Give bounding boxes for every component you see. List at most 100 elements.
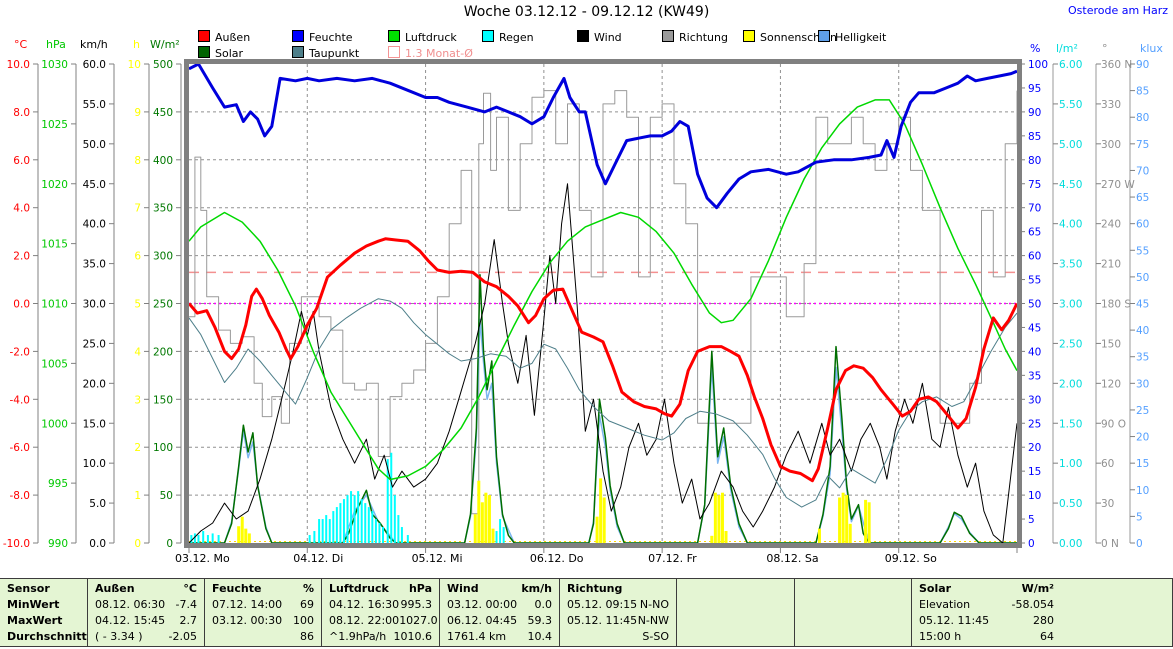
legend-swatch	[388, 46, 400, 58]
axis-label-pressure: 995	[48, 478, 68, 490]
axis-label-solar-radiation: 300	[153, 251, 173, 263]
table-row-label: Sensor	[7, 581, 50, 595]
series-taupunkt	[188, 298, 1018, 508]
table-cell: Elevation -58.054	[919, 597, 1054, 611]
series-feuchte	[188, 62, 1018, 210]
axis-label-rain: 0.50	[1059, 498, 1082, 510]
axis-label-rain: 1.00	[1059, 458, 1082, 470]
axis-label-wind-direction: 270 W	[1101, 179, 1135, 191]
axis-label-wind-direction: 210	[1101, 259, 1121, 271]
table-col-wind: Wind km/h 03.12. 00:00 0.0 06.12. 04:45 59.3 1…	[440, 579, 560, 646]
x-axis-label: 05.12. Mi	[412, 552, 463, 565]
axis-label-humidity: 70	[1028, 203, 1041, 215]
axis-label-wind-speed: 40.0	[83, 219, 106, 231]
axis-label-rain: 1.50	[1059, 418, 1082, 430]
legend-swatch	[818, 30, 830, 42]
axis-label-rain: 3.00	[1059, 299, 1082, 311]
legend-item-1-3-monat-: 1.3 Monat-Ø	[388, 46, 473, 60]
axis-label-solar-radiation: 50	[160, 490, 173, 502]
axis-label-humidity: 60	[1028, 251, 1041, 263]
table-cell: 05.12. 11:45 280	[919, 614, 1054, 628]
legend-swatch	[743, 30, 755, 42]
axis-label-humidity: 100	[1028, 59, 1048, 71]
x-axis-label: 09.12. So	[885, 552, 937, 565]
axis-label-pressure: 990	[48, 538, 68, 550]
axis-label-wind-direction: 360 N	[1101, 59, 1132, 71]
table-row-label: MaxWert	[7, 614, 63, 628]
table-cell: 06.12. 04:45 59.3	[447, 614, 552, 628]
legend-label: Taupunkt	[309, 47, 360, 60]
axis-label-wind-direction: 300	[1101, 139, 1121, 151]
table-cell: 15:00 h 64	[919, 630, 1054, 644]
axis-unit-temperature: °C	[14, 38, 28, 51]
table-header-cell: Feuchte%	[212, 581, 314, 595]
axis-unit-rain: l/m²	[1056, 42, 1078, 55]
series-luftdruck	[188, 99, 1018, 481]
axis-label-humidity: 45	[1028, 322, 1041, 334]
axis-label-humidity: 75	[1028, 179, 1041, 191]
legend-item-helligkeit: Helligkeit	[818, 30, 886, 44]
axis-label-wind-direction: 60	[1101, 458, 1114, 470]
axis-label-temperature: 0.0	[13, 299, 30, 311]
axis-label-wind-direction: 180 S	[1101, 299, 1131, 311]
axis-label-rain: 4.50	[1059, 179, 1082, 191]
axis-label-wind-speed: 30.0	[83, 299, 106, 311]
table-cell: 04.12. 15:45 2.7	[95, 614, 197, 628]
table-cell: 08.12. 06:30 -7.4	[95, 597, 197, 611]
axis-label-brightness: 80	[1136, 112, 1149, 124]
axis-unit-solar-radiation: W/m²	[150, 38, 180, 51]
axis-label-pressure: 1020	[41, 179, 68, 191]
axis-unit-sunshine-hours: h	[133, 38, 140, 51]
table-header-cell: Luftdruck hPa	[329, 581, 432, 595]
table-row-label: Durchschnitt	[7, 630, 87, 644]
axis-label-wind-direction: 150	[1101, 338, 1121, 350]
axis-label-brightness: 5	[1136, 511, 1143, 523]
x-axis-label: 04.12. Di	[293, 552, 343, 565]
table-col-empty	[795, 579, 912, 646]
legend-item-taupunkt: Taupunkt	[292, 46, 360, 60]
legend-label: Außen	[215, 31, 251, 44]
table-col-empty	[677, 579, 795, 646]
axis-label-temperature: 6.0	[13, 155, 30, 167]
axis-label-humidity: 0	[1028, 538, 1035, 550]
table-header-cell: Solar W/m²	[919, 581, 1054, 595]
legend-label: Richtung	[679, 31, 728, 44]
legend-swatch	[198, 30, 210, 42]
axis-label-wind-speed: 50.0	[83, 139, 106, 151]
axis-label-humidity: 50	[1028, 299, 1041, 311]
axis-label-wind-speed: 5.0	[89, 498, 106, 510]
legend-item-au-en: Außen	[198, 30, 251, 44]
axis-label-humidity: 30	[1028, 394, 1041, 406]
table-cell: 86	[300, 630, 314, 644]
axis-label-wind-direction: 0 N	[1101, 538, 1119, 550]
axis-label-sunshine-hours: 2	[134, 442, 141, 454]
legend-label: Sonnenschein	[760, 31, 837, 44]
axis-label-rain: 5.00	[1059, 139, 1082, 151]
axis-label-temperature: 4.0	[13, 203, 30, 215]
page-title: Woche 03.12.12 - 09.12.12 (KW49)	[463, 4, 710, 20]
axis-label-solar-radiation: 450	[153, 107, 173, 119]
axis-label-sunshine-hours: 5	[134, 299, 141, 311]
axis-label-sunshine-hours: 4	[134, 346, 141, 358]
axis-label-pressure: 1015	[41, 239, 68, 251]
axis-label-humidity: 85	[1028, 131, 1041, 143]
station-name: Osterode am Harz	[1068, 4, 1168, 17]
axis-label-rain: 4.00	[1059, 219, 1082, 231]
series-wind	[188, 183, 1018, 544]
axis-label-humidity: 80	[1028, 155, 1041, 167]
axis-label-pressure: 1030	[41, 59, 68, 71]
axis-label-rain: 2.00	[1059, 378, 1082, 390]
axis-label-brightness: 35	[1136, 352, 1149, 364]
axis-label-sunshine-hours: 6	[134, 251, 141, 263]
axis-label-wind-direction: 240	[1101, 219, 1121, 231]
axis-label-brightness: 65	[1136, 192, 1149, 204]
legend-label: Feuchte	[309, 31, 353, 44]
axis-label-brightness: 75	[1136, 139, 1149, 151]
axis-label-sunshine-hours: 3	[134, 394, 141, 406]
axis-label-wind-speed: 20.0	[83, 378, 106, 390]
legend-label: Wind	[594, 31, 622, 44]
axis-label-solar-radiation: 500	[153, 59, 173, 71]
axis-label-brightness: 55	[1136, 245, 1149, 257]
axis-label-humidity: 95	[1028, 83, 1041, 95]
legend-swatch	[577, 30, 589, 42]
